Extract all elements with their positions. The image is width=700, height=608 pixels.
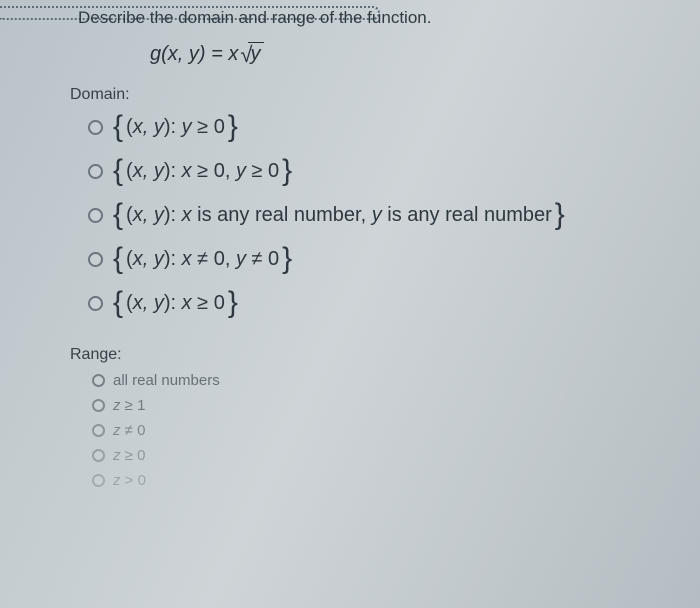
domain-option[interactable]: { (x, y): y ≥ 0 }: [88, 112, 680, 142]
domain-option[interactable]: { (x, y): x ≥ 0, y ≥ 0 }: [88, 156, 680, 186]
formula-lhs: g(x, y) =: [150, 43, 228, 65]
radio-icon: [92, 399, 105, 412]
formula-radicand: y: [250, 43, 260, 65]
radio-icon: [88, 120, 103, 135]
range-option[interactable]: z ≠ 0: [92, 422, 680, 439]
radio-icon: [92, 374, 105, 387]
range-option[interactable]: z ≥ 1: [92, 397, 680, 414]
range-option[interactable]: z ≥ 0: [92, 447, 680, 464]
radio-icon: [88, 208, 103, 223]
domain-option[interactable]: { (x, y): x is any real number, y is any…: [88, 200, 680, 230]
range-block: Range: all real numbers z ≥ 1 z ≠ 0 z ≥ …: [70, 346, 680, 489]
range-option-text: z > 0: [113, 472, 146, 489]
radio-icon: [88, 252, 103, 267]
range-option[interactable]: z > 0: [92, 472, 680, 489]
radio-icon: [88, 296, 103, 311]
domain-option-text: { (x, y): x ≥ 0 }: [113, 288, 238, 318]
radio-icon: [92, 474, 105, 487]
range-option-text: z ≠ 0: [113, 422, 145, 439]
sqrt-icon: √y: [238, 42, 264, 68]
domain-option-text: { (x, y): x ≥ 0, y ≥ 0 }: [113, 156, 292, 186]
domain-option-text: { (x, y): x is any real number, y is any…: [113, 200, 565, 230]
range-label: Range:: [70, 346, 680, 364]
domain-option-text: { (x, y): x ≠ 0, y ≠ 0 }: [113, 244, 292, 274]
formula-outer: x: [228, 43, 238, 65]
question-block: Describe the domain and range of the fun…: [70, 8, 680, 497]
domain-option[interactable]: { (x, y): x ≥ 0 }: [88, 288, 680, 318]
radio-icon: [92, 424, 105, 437]
range-options: all real numbers z ≥ 1 z ≠ 0 z ≥ 0 z > 0: [92, 372, 680, 489]
radio-icon: [88, 164, 103, 179]
range-option[interactable]: all real numbers: [92, 372, 680, 389]
range-option-text: z ≥ 0: [113, 447, 145, 464]
question-prompt: Describe the domain and range of the fun…: [78, 8, 680, 28]
domain-label: Domain:: [70, 86, 680, 104]
range-option-text: z ≥ 1: [113, 397, 145, 414]
domain-option[interactable]: { (x, y): x ≠ 0, y ≠ 0 }: [88, 244, 680, 274]
radio-icon: [92, 449, 105, 462]
function-formula: g(x, y) = x√y: [150, 42, 680, 68]
domain-option-text: { (x, y): y ≥ 0 }: [113, 112, 238, 142]
range-option-text: all real numbers: [113, 372, 220, 389]
domain-options: { (x, y): y ≥ 0 } { (x, y): x ≥ 0, y ≥ 0…: [88, 112, 680, 318]
